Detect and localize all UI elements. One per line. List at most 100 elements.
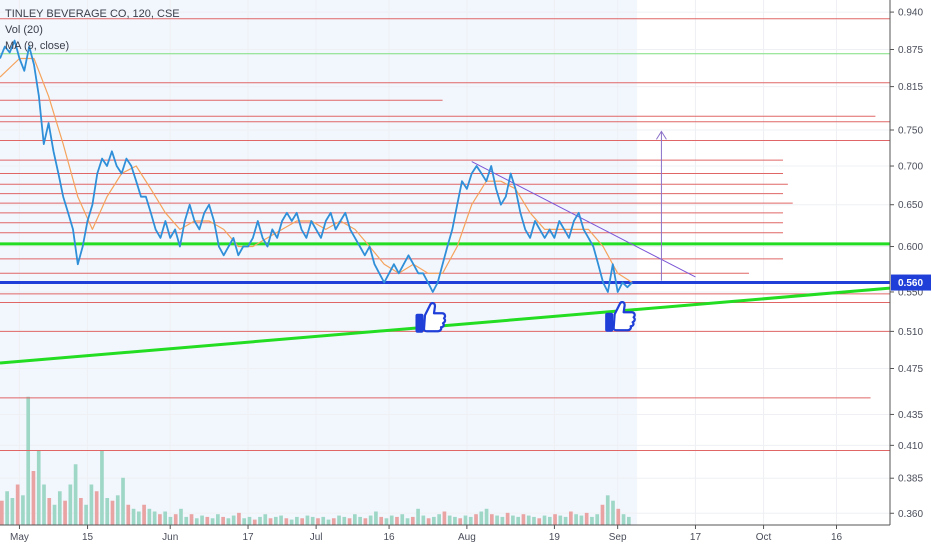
volume-bar (105, 498, 110, 525)
volume-bar (379, 516, 384, 525)
volume-bar (532, 516, 536, 525)
volume-bar (289, 519, 294, 525)
volume-bar (474, 514, 478, 525)
x-tick-label: 17 (690, 532, 702, 543)
x-tick-label: 16 (831, 532, 843, 543)
volume-bar (395, 516, 399, 525)
volume-bar (537, 518, 542, 525)
volume-bar (279, 515, 283, 525)
volume-bar (68, 484, 73, 525)
volume-bar (126, 504, 131, 525)
y-tick-label: 0.410 (898, 441, 923, 452)
volume-bar (421, 515, 426, 525)
volume-bar (521, 514, 526, 525)
volume-bar (611, 500, 615, 525)
y-tick-label: 0.700 (898, 162, 923, 173)
x-tick-label: Sep (609, 532, 627, 543)
volume-bar (179, 508, 183, 525)
volume-bar (526, 515, 531, 525)
volume-bar (47, 498, 52, 525)
volume-bar (131, 508, 136, 525)
volume-bar (416, 508, 420, 525)
volume-bar (505, 512, 510, 525)
legend-ma[interactable]: MA (9, close) (5, 40, 70, 52)
volume-bar (342, 516, 347, 525)
volume-bar (489, 514, 494, 525)
volume-bar (163, 511, 168, 525)
volume-bar (437, 514, 441, 525)
volume-bar (579, 515, 584, 525)
volume-bar (458, 518, 463, 525)
volume-bar (463, 515, 468, 525)
volume-bar (626, 516, 631, 525)
volume-bar (321, 516, 326, 525)
legend-title[interactable]: TINLEY BEVERAGE CO, 120, CSE (5, 8, 180, 20)
volume-bar (563, 516, 568, 525)
volume-bar (453, 516, 457, 525)
volume-bar (389, 515, 394, 525)
volume-bar (142, 504, 146, 525)
volume-bar (147, 508, 152, 525)
price-series (0, 39, 633, 293)
volume-bar (173, 514, 178, 525)
volume-bar (316, 518, 320, 525)
volume-bar (553, 514, 557, 525)
ma-line[interactable] (0, 57, 633, 284)
volume-bar (305, 515, 310, 525)
volume-bar (595, 514, 600, 525)
volume-bar (621, 514, 626, 525)
volume-bar (326, 519, 331, 525)
volume-bar (363, 518, 368, 525)
volume-bar (605, 495, 610, 525)
volume-bar (468, 516, 473, 525)
volume-bar (569, 511, 573, 525)
volume-bar (300, 518, 305, 525)
volume-bar (516, 516, 521, 525)
volume-bar (252, 519, 257, 525)
volume-bar (205, 516, 210, 525)
x-tick-label: 17 (242, 532, 254, 543)
x-tick-label: Aug (458, 532, 476, 543)
volume-bar (310, 516, 315, 525)
volume-bar (600, 504, 605, 525)
x-tick-label: 19 (549, 532, 561, 543)
volume-bar (374, 511, 378, 525)
trendline[interactable] (0, 286, 891, 365)
time-axis[interactable]: May 15 Jun 17 Jul 16 Aug 19 Sep 17 Oct 16 (10, 525, 843, 543)
thumb-cuff (605, 312, 614, 332)
volume-bar (258, 516, 262, 525)
volume-bar (200, 515, 204, 525)
price-tag-label: 0.560 (898, 278, 923, 289)
volume-bar (136, 511, 141, 525)
volume-bar (110, 500, 115, 525)
volume-bar (84, 504, 88, 525)
price-line[interactable] (0, 39, 633, 293)
volume-bar (15, 484, 20, 525)
volume-bar (384, 518, 389, 525)
volume-bar (590, 516, 594, 525)
volume-bar (31, 471, 36, 525)
volume-bar (353, 514, 357, 525)
volume-bar (247, 516, 252, 525)
current-price-tag: 0.560 (891, 274, 931, 291)
volume-bar (242, 518, 247, 525)
thumbs-up-icon (415, 302, 447, 333)
volume-bar (484, 508, 489, 525)
y-tick-label: 0.385 (898, 474, 923, 485)
volume-bar (36, 450, 41, 525)
price-axis[interactable]: 0.940 0.875 0.815 0.750 0.700 0.650 0.600 0.550… (890, 8, 923, 520)
volume-bar (584, 512, 589, 525)
volume-bar (73, 464, 78, 525)
volume-bar (115, 495, 120, 525)
volume-bar (5, 491, 9, 525)
volume-bar (400, 514, 405, 525)
volume-bar (447, 515, 452, 525)
y-tick-label: 0.435 (898, 410, 923, 421)
volume-bar (10, 498, 15, 525)
volume-bar (263, 514, 268, 525)
volume-bar (547, 516, 552, 525)
volume-bar (121, 477, 125, 525)
legend-volume[interactable]: Vol (20) (5, 24, 43, 36)
volume-bar (194, 518, 199, 525)
